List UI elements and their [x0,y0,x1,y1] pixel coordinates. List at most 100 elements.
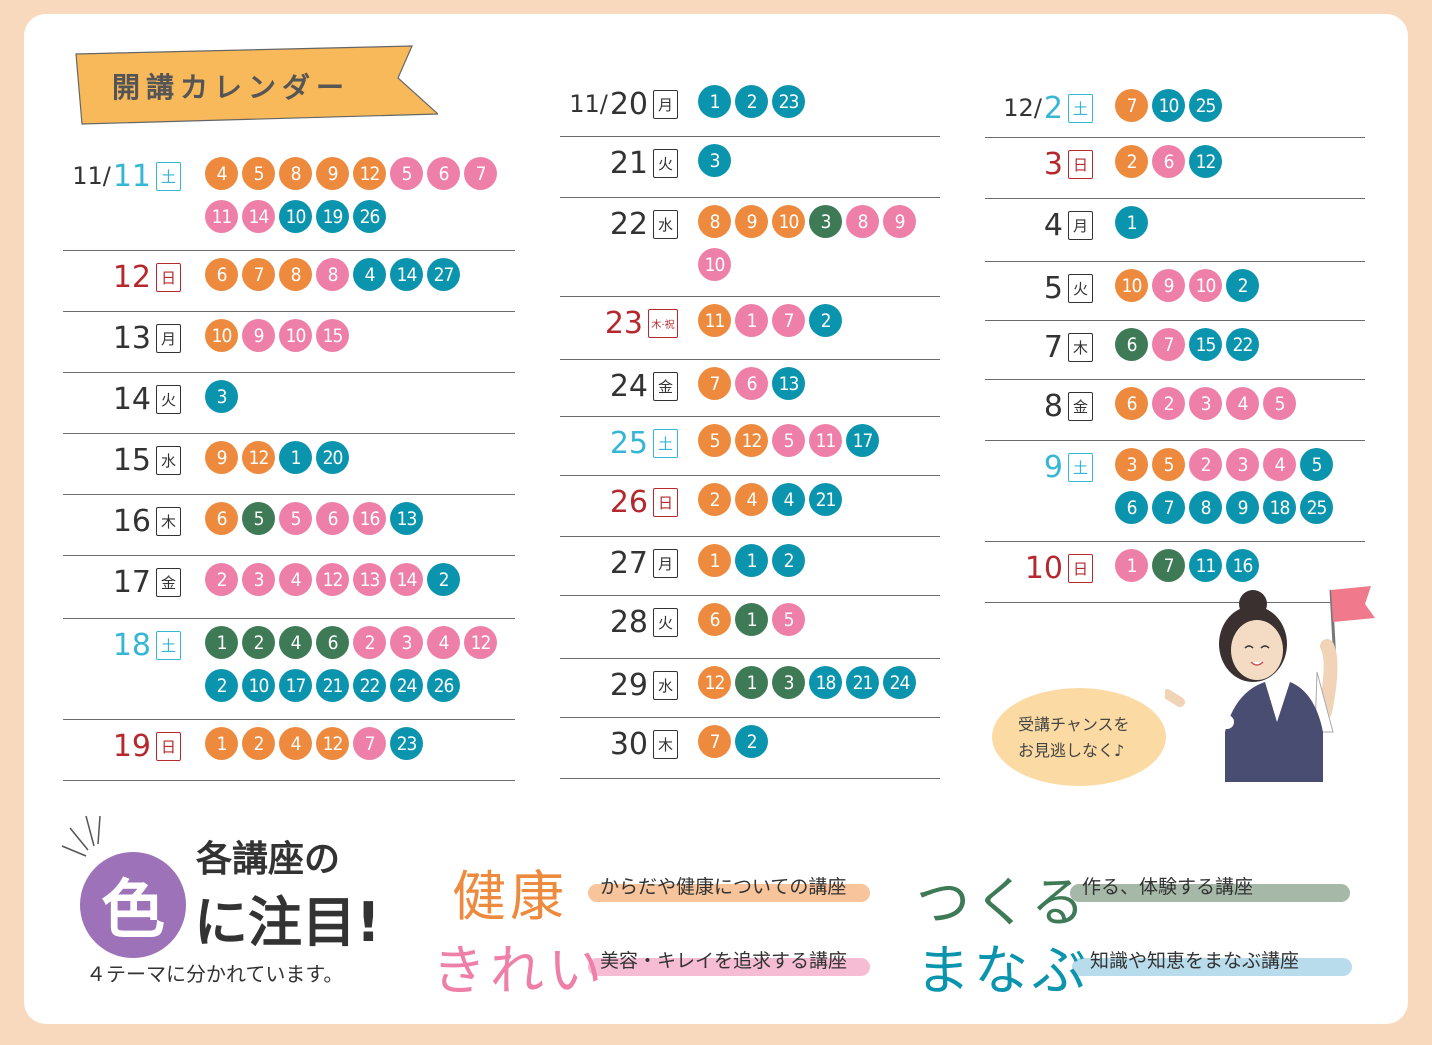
date-label: 21 火 [610,143,678,183]
course-dot-orange: 6 [698,603,731,636]
course-dots: 9 12 1 20 [203,437,503,480]
day-number: 25 [609,425,648,461]
course-dot-pink: 14 [242,200,275,233]
course-dots: 8 9 10 3 8 9 10 [696,201,921,287]
calendar-column-1: 11/11 土 4 5 8 9 12 5 6 7 11 14 10 19 26 12 日 6 7 8 8 4 14 27 13 月… [63,150,515,781]
course-dot-pink: 10 [279,319,312,352]
day-number: 2 [1043,90,1063,126]
date-label: 22 水 [610,204,678,244]
weekday-badge: 日 [156,731,181,761]
weekday-badge: 火 [653,148,678,178]
course-dot-blue: 27 [427,258,460,291]
weekday-badge: 火 [1068,273,1093,303]
weekday-badge: 日 [156,262,181,292]
course-dot-orange: 12 [735,424,768,457]
course-dot-orange: 7 [698,367,731,400]
course-dot-blue: 1 [735,544,768,577]
course-dot-pink: 4 [279,563,312,596]
weekday-badge: 金 [156,567,181,597]
course-dot-green: 6 [1115,328,1148,361]
course-dots: 1 2 4 6 2 3 4 12 2 10 17 21 22 24 26 [203,622,503,708]
calendar-row: 10 日 1 7 11 16 [985,542,1365,603]
date-label: 28 火 [610,602,678,642]
brush-stroke [1072,958,1352,976]
weekday-badge: 土 [1068,93,1093,123]
course-dot-blue: 1 [698,85,731,118]
course-dot-pink: 2 [353,626,386,659]
course-dot-blue: 21 [846,666,879,699]
day-number: 17 [112,564,151,600]
course-dots: 12 1 3 18 21 24 [696,662,921,705]
calendar-row: 30 木 7 2 [560,718,940,779]
brush-stroke [588,958,870,976]
course-dot-pink: 3 [390,626,423,659]
course-dot-pink: 13 [353,563,386,596]
woman-with-flag-illustration [1165,586,1375,782]
calendar-row: 24 金 7 6 13 [560,360,940,417]
course-dots: 7 10 25 [1113,85,1338,128]
course-dot-blue: 10 [242,669,275,702]
course-dot-pink: 16 [353,502,386,535]
course-dot-green: 1 [735,666,768,699]
day-number: 22 [609,206,648,242]
course-dots: 2 4 4 21 [696,479,921,522]
course-dot-orange: 12 [316,727,349,760]
day-number: 30 [609,726,648,762]
day-number: 8 [1043,388,1063,424]
course-dot-blue: 2 [772,544,805,577]
legend-subtitle: ４テーマに分かれています。 [86,962,344,986]
calendar-row: 23 木·祝 11 1 7 2 [560,297,940,360]
course-dot-orange: 12 [353,157,386,190]
course-dot-blue: 2 [735,85,768,118]
weekday-badge: 木 [1068,332,1093,362]
course-dot-blue: 21 [316,669,349,702]
course-dot-orange: 1 [205,727,238,760]
course-dot-blue: 3 [205,380,238,413]
course-dot-orange: 12 [698,666,731,699]
course-dot-blue: 26 [353,200,386,233]
course-dot-pink: 9 [883,205,916,238]
course-dot-blue: 4 [353,258,386,291]
day-number: 28 [609,604,648,640]
course-dot-orange: 4 [279,727,312,760]
calendar-row: 16 木 6 5 5 6 16 13 [63,495,515,556]
course-dot-pink: 5 [390,157,423,190]
course-dot-pink: 12 [316,563,349,596]
course-dot-orange: 8 [279,157,312,190]
course-dot-green: 6 [316,626,349,659]
course-dot-pink: 3 [242,563,275,596]
course-dot-pink: 4 [1226,387,1259,420]
course-dot-blue: 5 [1300,448,1333,481]
calendar-column-3: 12/2 土 7 10 25 3 日 2 6 12 4 月 1 5 火 10 9 10 2 7 木 6 7 15 22 8 金 6 2 3… [985,82,1365,603]
course-dot-orange: 3 [1115,448,1148,481]
theme-word-learn: まなぶ [916,939,1090,1002]
weekday-badge: 木 [156,506,181,536]
course-dot-blue: 2 [427,563,460,596]
day-number: 9 [1043,449,1063,485]
course-dot-blue: 2 [809,304,842,337]
course-dots: 1 [1113,202,1338,245]
course-dot-orange: 1 [698,544,731,577]
calendar-column-2: 11/20 月 1 2 23 21 火 3 22 水 8 9 10 3 8 9 10 23 木·祝 11 1 7 2 24 金 7… [560,78,940,779]
weekday-badge: 日 [1068,553,1093,583]
weekday-badge: 日 [1068,149,1093,179]
weekday-badge: 木·祝 [648,308,678,338]
weekday-badge: 月 [653,89,678,119]
course-dots: 1 7 11 16 [1113,545,1338,588]
course-dot-blue: 3 [698,144,731,177]
course-dot-blue: 22 [353,669,386,702]
course-dot-blue: 4 [772,483,805,516]
date-label: 17 金 [113,562,181,602]
date-label: 12 日 [113,257,181,297]
course-dots: 1 2 4 12 7 23 [203,723,503,766]
course-dot-blue: 2 [205,669,238,702]
course-dot-blue: 2 [1226,269,1259,302]
day-number: 4 [1043,207,1063,243]
date-label: 11/20 月 [569,84,678,124]
